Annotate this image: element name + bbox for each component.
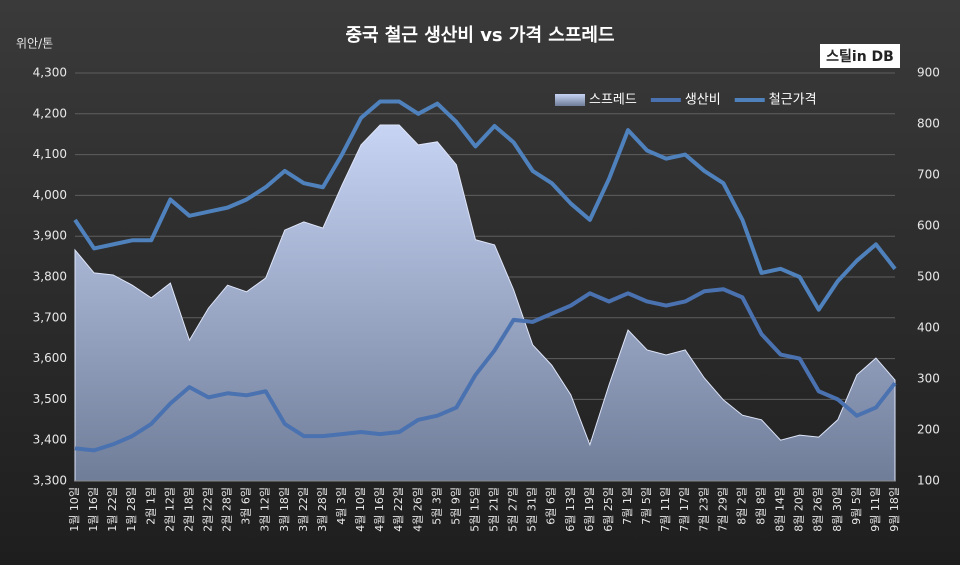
x-tick-label: 4월 22일: [391, 487, 405, 532]
y2-tick-label: 300: [917, 372, 940, 386]
y-tick-label: 4,000: [33, 188, 67, 202]
y-tick-label: 4,300: [33, 66, 67, 80]
x-tick-label: 5월 31일: [525, 487, 539, 532]
area: [74, 124, 896, 482]
x-tick-label: 3월 6일: [239, 487, 253, 525]
x-tick-label: 4월 10일: [353, 487, 367, 532]
x-tick-label: 5월 9일: [448, 487, 462, 525]
y2-tick-label: 600: [917, 219, 940, 233]
x-tick-label: 4월 26일: [410, 487, 424, 532]
x-tick-label: 6월 19일: [582, 487, 596, 532]
logo-box: [820, 44, 900, 68]
y-tick-label: 3,900: [33, 229, 67, 243]
x-tick-label: 2월 1일: [143, 487, 157, 525]
y-tick-label: 3,700: [33, 310, 67, 324]
y-tick-label: 3,800: [33, 270, 67, 284]
y-tick-label: 3,600: [33, 351, 67, 365]
x-tick-label: 9월 5일: [849, 487, 863, 525]
x-tick-label: 6월 25일: [601, 487, 615, 532]
x-tick-label: 4월 16일: [372, 487, 386, 532]
x-tick-label: 8월 30일: [830, 487, 844, 532]
line: [73, 99, 897, 312]
x-tick-label: 5월 3일: [429, 487, 443, 525]
y-tick-label: 3,300: [33, 474, 67, 488]
y-axis-label: 위안/톤: [16, 37, 53, 51]
x-tick-label: 3월 18일: [277, 487, 291, 532]
x-tick-label: 5월 21일: [487, 487, 501, 532]
x-tick-label: 9월 18일: [887, 487, 901, 532]
x-tick-label: 1월 28일: [124, 487, 138, 532]
x-tick-label: 7월 17일: [677, 487, 691, 532]
x-tick-label: 6월 6일: [544, 487, 558, 525]
x-tick-label: 5월 15일: [467, 487, 481, 532]
y-tick-label: 3,500: [33, 392, 67, 406]
x-tick-label: 8월 14일: [773, 487, 787, 532]
y2-tick-label: 500: [917, 270, 940, 284]
x-tick-label: 1월 16일: [86, 487, 100, 532]
legend-label: 철근가격: [769, 93, 817, 108]
y-tick-label: 3,400: [33, 433, 67, 447]
x-tick-label: 3월 22일: [296, 487, 310, 532]
x-tick-label: 1월 10일: [67, 487, 81, 532]
x-tick-label: 7월 11일: [658, 487, 672, 532]
x-tick-label: 3월 28일: [315, 487, 329, 532]
chart-title: 중국 철근 생산비 vs 가격 스프레드: [345, 25, 614, 46]
x-tick-label: 4월 3일: [334, 487, 348, 525]
y2-tick-label: 400: [917, 321, 940, 335]
x-tick-label: 8월 8일: [754, 487, 768, 525]
x-tick-label: 2월 12일: [162, 487, 176, 532]
legend-label: 생산비: [685, 93, 721, 108]
y-tick-label: 4,100: [33, 147, 67, 161]
x-tick-label: 7월 5일: [639, 487, 653, 525]
x-tick-label: 3월 12일: [258, 487, 272, 532]
x-tick-label: 7월 23일: [696, 487, 710, 532]
y2-tick-label: 800: [917, 117, 940, 131]
line: [74, 287, 897, 453]
x-tick-label: 2월 28일: [220, 487, 234, 532]
x-tick-label: 7월 1일: [620, 487, 634, 525]
x-tick-label: 8월 2일: [734, 487, 748, 525]
x-tick-label: 8월 20일: [792, 487, 806, 532]
x-tick-label: 2월 22일: [200, 487, 214, 532]
y2-tick-label: 900: [917, 66, 940, 80]
y2-tick-label: 200: [917, 423, 940, 437]
x-tick-label: 6월 13일: [563, 487, 577, 532]
legend-swatch: [555, 94, 585, 106]
x-tick-label: 5월 27일: [506, 487, 520, 532]
x-tick-label: 9월 11일: [868, 487, 882, 532]
x-tick-label: 8월 26일: [811, 487, 825, 532]
x-tick-label: 7월 29일: [715, 487, 729, 532]
y2-tick-label: 100: [917, 474, 940, 488]
y-tick-label: 4,200: [33, 106, 67, 120]
y2-tick-label: 700: [917, 168, 940, 182]
legend-label: 스프레드: [589, 93, 637, 108]
x-tick-label: 1월 22일: [105, 487, 119, 532]
logo: 스틸in DB: [826, 49, 894, 65]
x-tick-label: 2월 18일: [181, 487, 195, 532]
